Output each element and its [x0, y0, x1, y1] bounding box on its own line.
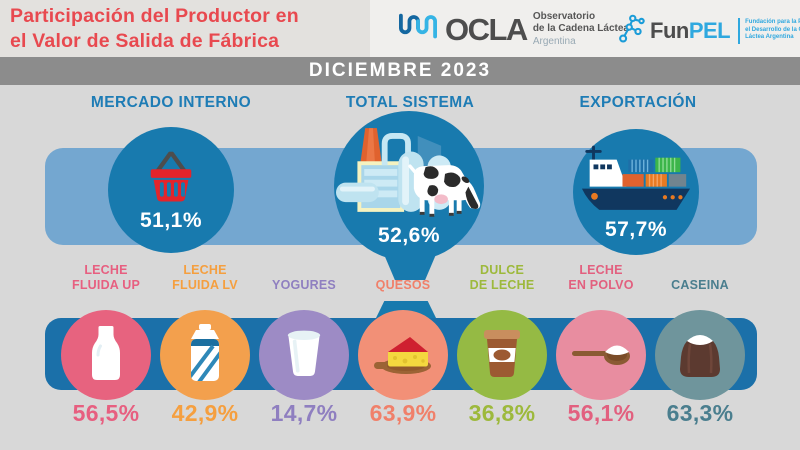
- circle-total-sistema: 52,6%: [334, 111, 484, 261]
- value-dulce-de-leche: 36,8%: [468, 400, 536, 426]
- circle-dulce-de-leche: [457, 310, 547, 400]
- funpel-wordmark: FunPEL: [650, 17, 731, 44]
- circle-caseina: [655, 310, 745, 400]
- label-quesos: QUESOS: [348, 260, 458, 292]
- label-line: LECHE: [183, 263, 227, 277]
- funpel-tagline: Fundación para la Promoción y el Desarro…: [745, 19, 800, 41]
- funpel-logo: FunPEL Fundación para la Promoción y el …: [617, 13, 800, 48]
- circle-yogures: [259, 310, 349, 400]
- label-leche-en-polvo: LECHE EN POLVO: [546, 260, 656, 292]
- page-title-line2: el Valor de Salida de Fábrica: [10, 29, 280, 52]
- yogurt-cup-icon: [285, 329, 323, 382]
- label-line: LECHE: [84, 263, 128, 277]
- powder-sack-icon: [676, 327, 724, 384]
- milk-bottle-icon: [89, 325, 123, 386]
- circle-leche-fluida-up: [61, 310, 151, 400]
- dulce-de-leche-jar-icon: [482, 328, 522, 383]
- page-title-line1: Participación del Productor en: [10, 4, 299, 27]
- circle-mercado-interno: 51,1%: [108, 127, 234, 253]
- ocla-wave-icon: [397, 8, 439, 51]
- shopping-basket-icon: [142, 147, 200, 208]
- label-leche-fluida-lv: LECHE FLUIDA LV: [150, 260, 260, 292]
- label-line: FLUIDA UP: [72, 277, 140, 292]
- funpel-word-pel: PEL: [688, 17, 731, 43]
- label-line: QUESOS: [375, 277, 431, 292]
- section-label-exportacion: EXPORTACIÓN: [579, 94, 697, 111]
- funpel-molecule-icon: [617, 13, 645, 48]
- cheese-board-icon: [374, 330, 432, 381]
- title-panel: Participación del Productor en el Valor …: [0, 0, 370, 57]
- label-line: FLUIDA LV: [172, 277, 238, 292]
- label-yogures: YOGURES: [249, 260, 359, 292]
- ocla-subtitle-line1: Observatorio: [532, 10, 596, 22]
- value-exportacion: 57,7%: [604, 218, 668, 241]
- funpel-word-fun: Fun: [650, 17, 689, 43]
- circle-exportacion: 57,7%: [573, 129, 699, 255]
- label-line: DULCE: [479, 263, 525, 277]
- label-leche-fluida-up: LECHE FLUIDA UP: [51, 260, 161, 292]
- ocla-wordmark: OCLA: [445, 11, 528, 47]
- period-banner-text: DICIEMBRE 2023: [308, 60, 492, 81]
- page-title: Participación del Productor en el Valor …: [10, 4, 370, 54]
- value-leche-en-polvo: 56,1%: [567, 400, 635, 426]
- label-line: DE LECHE: [469, 277, 535, 292]
- section-label-total-sistema: TOTAL SISTEMA: [345, 94, 475, 111]
- section-label-mercado-interno: MERCADO INTERNO: [90, 94, 252, 111]
- header: Participación del Productor en el Valor …: [0, 0, 800, 57]
- funpel-divider: [738, 17, 741, 44]
- label-line: LECHE: [579, 263, 623, 277]
- value-leche-fluida-lv: 42,9%: [171, 400, 239, 426]
- label-dulce-de-leche: DULCE DE LECHE: [447, 260, 557, 292]
- value-caseina: 63,3%: [666, 400, 734, 426]
- ocla-subtitle-line2: de la Cadena Láctea: [532, 23, 629, 35]
- ocla-subtitle: Observatorio de la Cadena Láctea Argenti…: [533, 11, 629, 49]
- cargo-ship-icon: [580, 142, 692, 217]
- period-banner: DICIEMBRE 2023: [0, 57, 800, 85]
- label-caseina: CASEINA: [645, 260, 755, 292]
- value-leche-fluida-up: 56,5%: [72, 400, 140, 426]
- label-line: YOGURES: [272, 277, 336, 292]
- value-total-sistema: 52,6%: [377, 224, 441, 247]
- powder-spoon-icon: [571, 338, 631, 373]
- value-yogures: 14,7%: [270, 400, 338, 426]
- ocla-logo: OCLA Observatorio de la Cadena Láctea Ar…: [397, 8, 629, 51]
- circle-leche-fluida-lv: [160, 310, 250, 400]
- circle-leche-en-polvo: [556, 310, 646, 400]
- factory-and-cow-icon: [336, 124, 482, 223]
- label-line: EN POLVO: [568, 277, 634, 292]
- circle-quesos: [358, 310, 448, 400]
- value-quesos: 63,9%: [369, 400, 437, 426]
- milk-carton-icon: [187, 323, 223, 387]
- value-mercado-interno: 51,1%: [139, 209, 203, 232]
- label-line: CASEINA: [671, 277, 729, 292]
- ocla-country: Argentina: [532, 35, 576, 47]
